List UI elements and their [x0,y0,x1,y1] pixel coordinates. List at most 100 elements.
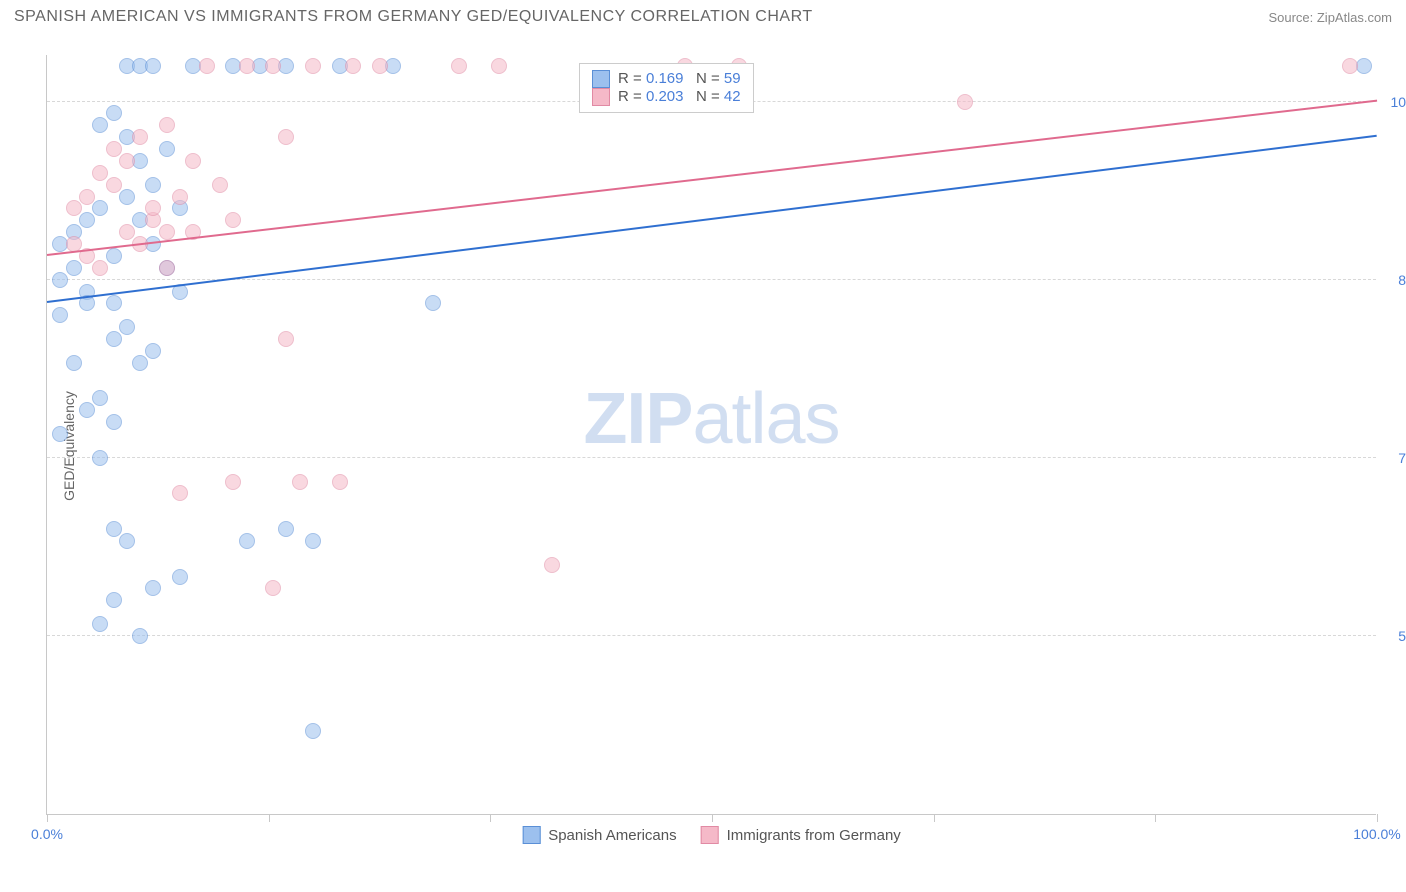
chart-plot-area: ZIPatlas 55.0%70.0%85.0%100.0%0.0%100.0%… [46,55,1376,815]
chart-title: SPANISH AMERICAN VS IMMIGRANTS FROM GERM… [14,8,813,26]
legend-item: Immigrants from Germany [701,826,901,844]
x-tick [1377,814,1378,822]
scatter-point [239,58,255,74]
scatter-point [119,153,135,169]
scatter-point [225,212,241,228]
scatter-point [145,580,161,596]
legend-swatch [592,88,610,106]
scatter-point [145,200,161,216]
scatter-point [145,58,161,74]
scatter-point [79,402,95,418]
y-tick-label: 55.0% [1398,628,1406,644]
x-tick [934,814,935,822]
scatter-point [92,200,108,216]
x-tick [269,814,270,822]
scatter-point [185,153,201,169]
gridline [47,457,1376,458]
scatter-point [92,165,108,181]
scatter-point [332,474,348,490]
scatter-point [106,105,122,121]
scatter-point [305,58,321,74]
scatter-point [106,521,122,537]
x-axis-label: 100.0% [1353,826,1400,842]
scatter-point [159,260,175,276]
scatter-point [292,474,308,490]
legend-swatch [592,70,610,88]
scatter-point [132,628,148,644]
x-tick [712,814,713,822]
x-tick [47,814,48,822]
scatter-point [372,58,388,74]
scatter-point [159,117,175,133]
stats-row: R = 0.203 N = 42 [592,88,741,106]
scatter-point [66,355,82,371]
scatter-point [278,129,294,145]
scatter-point [159,224,175,240]
scatter-point [92,616,108,632]
scatter-point [199,58,215,74]
gridline [47,635,1376,636]
y-tick-label: 70.0% [1398,450,1406,466]
scatter-point [278,331,294,347]
scatter-point [66,260,82,276]
legend: Spanish Americans Immigrants from Germany [522,826,901,844]
x-tick [1155,814,1156,822]
y-tick-label: 100.0% [1391,94,1406,110]
scatter-point [278,521,294,537]
scatter-point [159,141,175,157]
watermark: ZIPatlas [583,378,839,460]
scatter-point [132,355,148,371]
scatter-point [106,248,122,264]
scatter-point [265,580,281,596]
stats-box: R = 0.169 N = 59R = 0.203 N = 42 [579,63,754,113]
legend-label: Spanish Americans [548,827,676,844]
scatter-point [145,343,161,359]
gridline [47,279,1376,280]
scatter-point [172,569,188,585]
scatter-point [451,58,467,74]
scatter-point [119,189,135,205]
scatter-point [106,295,122,311]
trend-line [47,100,1377,256]
scatter-point [225,474,241,490]
scatter-point [119,319,135,335]
scatter-point [79,189,95,205]
stats-text: R = 0.203 N = 42 [618,88,741,105]
scatter-point [79,212,95,228]
scatter-point [212,177,228,193]
scatter-point [345,58,361,74]
scatter-point [92,117,108,133]
scatter-point [239,533,255,549]
scatter-point [172,485,188,501]
scatter-point [119,533,135,549]
scatter-point [92,390,108,406]
legend-swatch [701,826,719,844]
legend-label: Immigrants from Germany [727,827,901,844]
scatter-point [265,58,281,74]
scatter-point [92,450,108,466]
legend-item: Spanish Americans [522,826,676,844]
scatter-point [52,307,68,323]
scatter-point [66,200,82,216]
scatter-point [957,94,973,110]
scatter-point [106,331,122,347]
x-axis-label: 0.0% [31,826,63,842]
scatter-point [52,272,68,288]
scatter-point [106,414,122,430]
scatter-point [52,426,68,442]
legend-swatch [522,826,540,844]
y-tick-label: 85.0% [1398,272,1406,288]
scatter-point [106,177,122,193]
scatter-point [172,189,188,205]
x-tick [490,814,491,822]
scatter-point [92,260,108,276]
stats-text: R = 0.169 N = 59 [618,70,741,87]
stats-row: R = 0.169 N = 59 [592,70,741,88]
scatter-point [119,224,135,240]
scatter-point [132,129,148,145]
scatter-point [305,723,321,739]
scatter-point [1342,58,1358,74]
scatter-point [491,58,507,74]
scatter-point [425,295,441,311]
scatter-point [106,592,122,608]
